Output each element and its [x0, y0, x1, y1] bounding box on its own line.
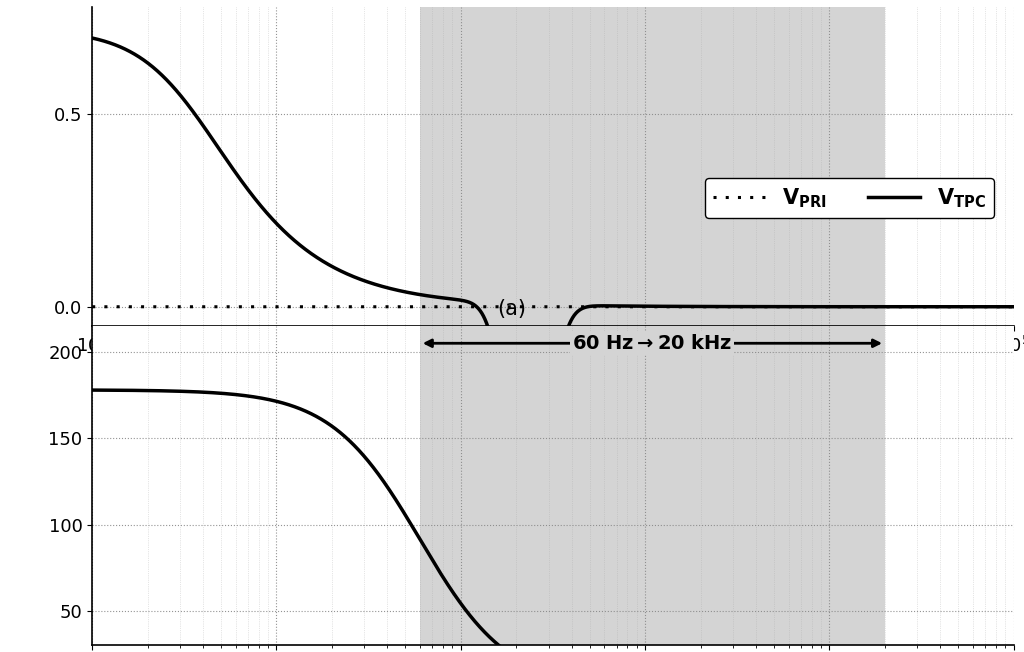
Line: $\mathbf{V_{TPC}}$: $\mathbf{V_{TPC}}$: [92, 38, 1014, 346]
$\mathbf{V_{PRI}}$: [266, 303, 279, 310]
$\mathbf{V_{TPC}}$: [486, 342, 499, 349]
$\mathbf{V_{PRI}}$: [86, 303, 98, 310]
$\mathbf{V_{TPC}}$: [266, 216, 279, 224]
$\mathbf{V_{PRI}}$: [141, 303, 154, 310]
X-axis label: Frequência (Hz): Frequência (Hz): [471, 359, 635, 380]
Text: $\mathbf{60\ Hz{\rightarrow}20\ kHz}$: $\mathbf{60\ Hz{\rightarrow}20\ kHz}$: [572, 334, 732, 353]
Bar: [420, 326, 885, 645]
$\mathbf{V_{TPC}}$: [1008, 303, 1020, 310]
$\mathbf{V_{TPC}}$: [537, 342, 549, 349]
Bar: [420, 7, 885, 326]
Text: (a): (a): [498, 299, 526, 319]
$\mathbf{V_{TPC}}$: [141, 59, 154, 67]
$\mathbf{V_{TPC}}$: [86, 34, 98, 42]
$\mathbf{V_{PRI}}$: [958, 303, 971, 310]
$\mathbf{V_{PRI}}$: [537, 303, 549, 310]
$\mathbf{V_{TPC}}$: [90, 35, 102, 43]
$\mathbf{V_{TPC}}$: [124, 48, 136, 55]
$\mathbf{V_{PRI}}$: [124, 303, 136, 310]
$\mathbf{V_{PRI}}$: [1008, 303, 1020, 310]
Legend: $\mathbf{V_{PRI}}$, $\mathbf{V_{TPC}}$: $\mathbf{V_{PRI}}$, $\mathbf{V_{TPC}}$: [705, 178, 994, 218]
$\mathbf{V_{PRI}}$: [90, 303, 102, 310]
$\mathbf{V_{TPC}}$: [958, 303, 971, 310]
